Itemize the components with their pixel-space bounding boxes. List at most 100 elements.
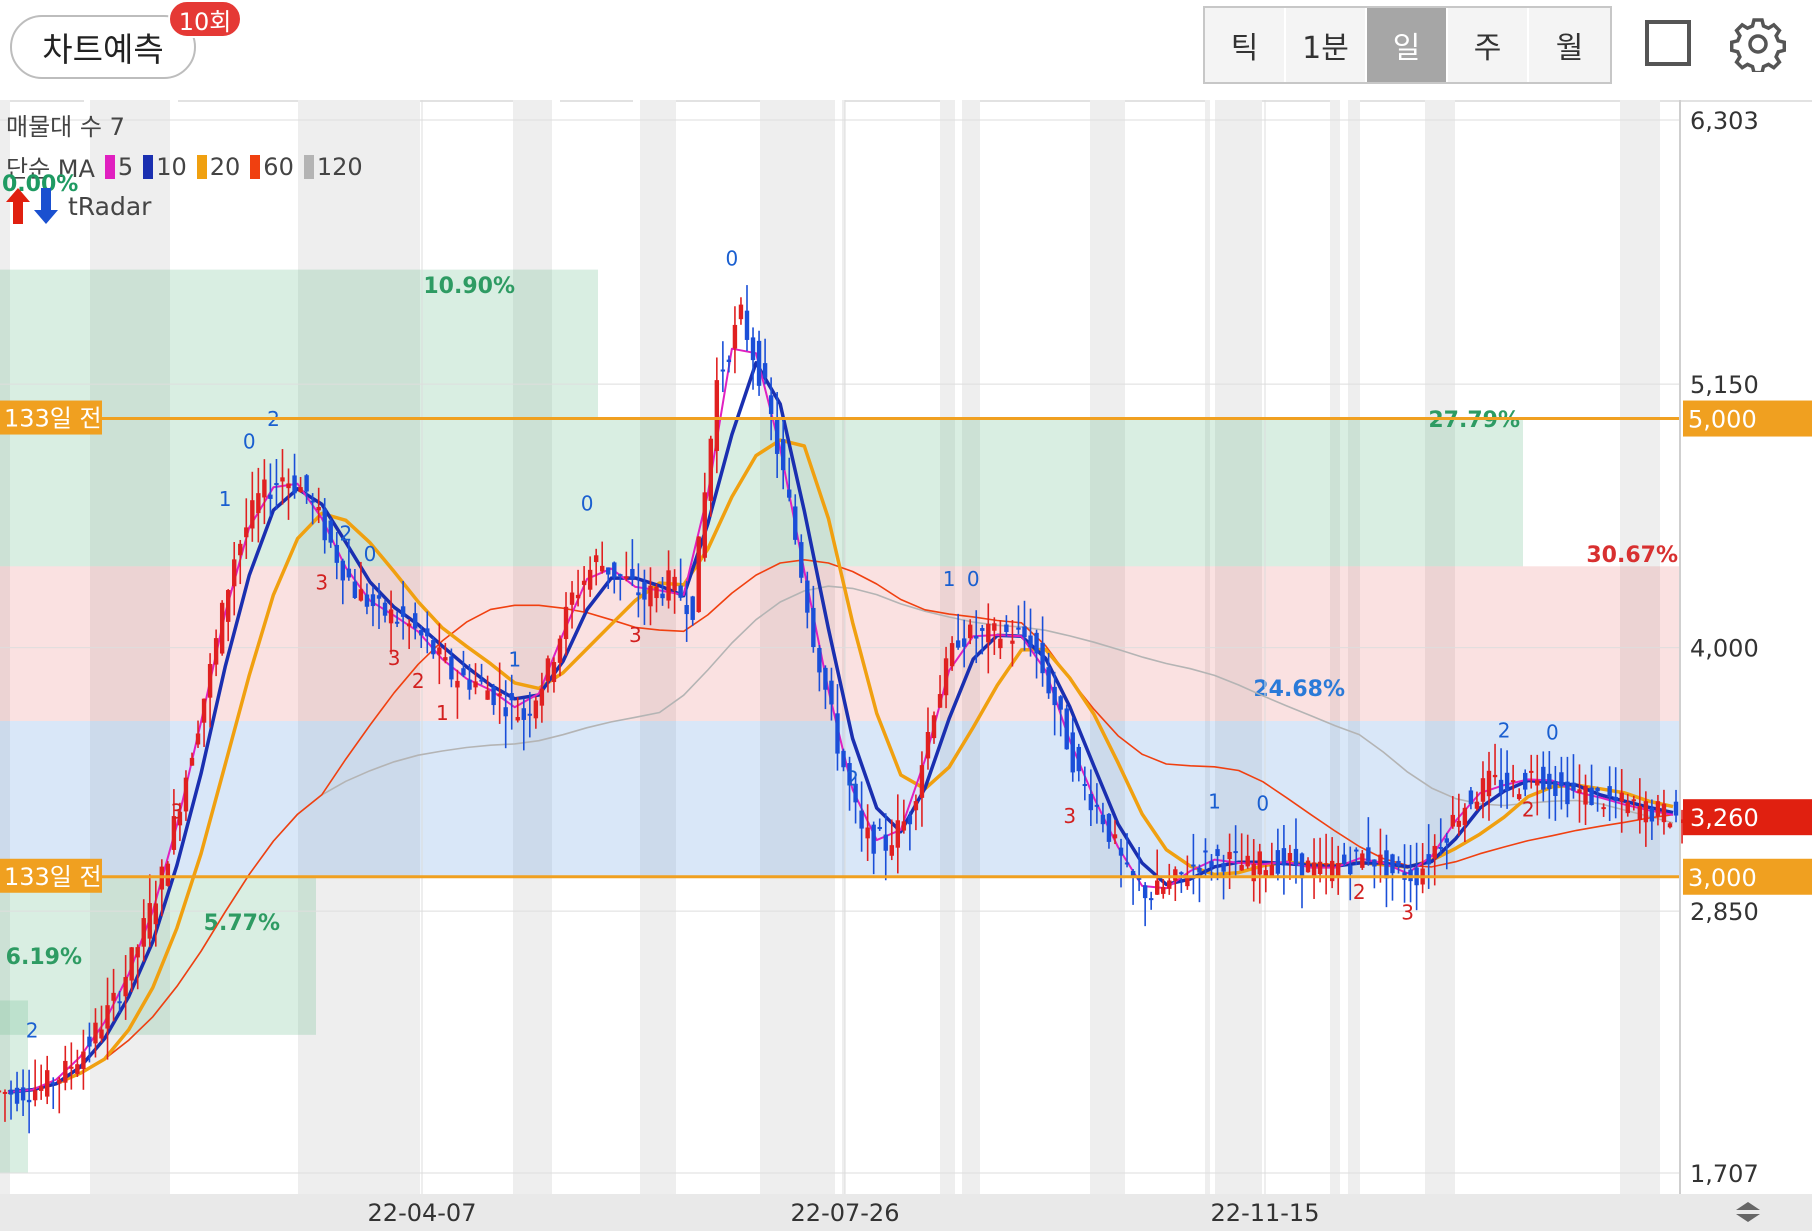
candle-body bbox=[636, 592, 641, 596]
reference-label: 133일 전 bbox=[4, 405, 102, 433]
candle-body bbox=[1329, 860, 1335, 882]
ma-legend-swatch bbox=[104, 154, 115, 179]
candle-body bbox=[907, 815, 913, 825]
chart-predict-button[interactable]: 차트예측 bbox=[10, 15, 196, 79]
candle-body bbox=[1565, 781, 1570, 805]
candle-body bbox=[26, 1099, 32, 1103]
candle-body bbox=[1064, 708, 1069, 750]
candle-body bbox=[153, 903, 158, 925]
candle-body bbox=[901, 821, 907, 831]
ma-legend-period: 120 bbox=[316, 152, 363, 181]
period-tab-week[interactable]: 주 bbox=[1448, 8, 1529, 82]
candle-body bbox=[1498, 779, 1504, 793]
candle-body bbox=[1221, 863, 1226, 872]
candle-body bbox=[1173, 869, 1178, 881]
candle-body bbox=[1215, 849, 1220, 857]
candle-body bbox=[1661, 803, 1667, 823]
period-tab-1min[interactable]: 1분 bbox=[1286, 8, 1367, 82]
candle-body bbox=[1643, 801, 1649, 823]
candle-body bbox=[189, 757, 195, 766]
candle-body bbox=[992, 623, 997, 631]
candle-body bbox=[593, 555, 599, 563]
candle-body bbox=[569, 592, 575, 605]
candle-body bbox=[1559, 772, 1564, 787]
zone-pct-label: 6.19% bbox=[6, 945, 82, 970]
square-icon[interactable] bbox=[1645, 20, 1691, 66]
candle-body bbox=[527, 713, 533, 716]
wave-marker: 3 bbox=[1401, 900, 1414, 924]
candle-body bbox=[1124, 862, 1130, 865]
candle-body bbox=[1679, 819, 1685, 824]
candle-body bbox=[1263, 870, 1268, 876]
candle-body bbox=[1335, 863, 1341, 878]
candle-body bbox=[600, 565, 605, 572]
candle-body bbox=[232, 559, 237, 587]
candle-body bbox=[1245, 855, 1250, 867]
candle-body bbox=[443, 657, 448, 661]
candle-body bbox=[539, 688, 545, 706]
x-axis-bar[interactable] bbox=[0, 1194, 1812, 1231]
candle-body bbox=[1155, 880, 1160, 895]
candle-body bbox=[1673, 801, 1679, 816]
tradar-indicator[interactable]: tRadar bbox=[4, 186, 151, 226]
period-tab-month[interactable]: 월 bbox=[1529, 8, 1610, 82]
candle-body bbox=[1058, 696, 1063, 710]
candle-body bbox=[563, 606, 569, 640]
candle-body bbox=[1161, 887, 1166, 894]
candle-body bbox=[630, 568, 635, 579]
candle-body bbox=[642, 581, 647, 600]
reference-label-bg bbox=[0, 858, 102, 893]
candle-body bbox=[1613, 796, 1618, 801]
candle-body bbox=[1239, 865, 1244, 871]
price-chart[interactable]: 5.77%10.90%27.79%30.67%24.68%6.19% 23102… bbox=[0, 100, 1812, 1231]
candle-body bbox=[213, 638, 219, 665]
candle-body bbox=[1281, 848, 1287, 866]
volume-profile-label: 매물대 수 7 bbox=[6, 113, 125, 141]
candle-body bbox=[129, 947, 134, 981]
candle-body bbox=[811, 607, 816, 648]
wave-marker: 3 bbox=[629, 623, 642, 647]
candle-body bbox=[322, 509, 327, 541]
candle-body bbox=[1366, 847, 1371, 861]
candle-body bbox=[165, 863, 171, 886]
candle-body bbox=[690, 596, 695, 620]
wave-marker: 0 bbox=[243, 430, 256, 454]
period-gap bbox=[835, 100, 842, 1194]
candle-body bbox=[624, 576, 629, 579]
gear-icon[interactable] bbox=[1730, 16, 1786, 72]
candle-body bbox=[1667, 823, 1673, 828]
scroll-handle-icon[interactable] bbox=[1733, 1201, 1763, 1223]
candle-body bbox=[298, 487, 303, 493]
candle-body bbox=[986, 623, 991, 643]
candle-body bbox=[1179, 872, 1184, 875]
candle-body bbox=[1571, 782, 1576, 791]
period-tab-tick[interactable]: 틱 bbox=[1205, 8, 1286, 82]
candle-body bbox=[889, 845, 894, 856]
ma-line bbox=[7, 361, 1674, 1094]
period-tab-day[interactable]: 일 bbox=[1367, 8, 1448, 82]
candle-body bbox=[895, 820, 901, 848]
candle-body bbox=[268, 494, 273, 499]
candle-body bbox=[787, 489, 792, 498]
candle-body bbox=[853, 783, 858, 803]
candle-body bbox=[799, 542, 804, 578]
x-tick-label: 22-11-15 bbox=[1211, 1199, 1320, 1227]
reference-price-label: 3,000 bbox=[1688, 864, 1757, 892]
candle-body bbox=[744, 310, 750, 340]
candle-body bbox=[334, 544, 339, 563]
candle-body bbox=[1360, 853, 1365, 868]
candle-body bbox=[1311, 862, 1317, 877]
candle-body bbox=[1649, 807, 1655, 822]
zone-area bbox=[598, 418, 1523, 567]
ma-legend-period: 5 bbox=[117, 152, 134, 181]
wave-marker: 0 bbox=[1256, 792, 1269, 816]
candle-body bbox=[1185, 877, 1190, 887]
candle-body bbox=[99, 1029, 104, 1039]
candle-body bbox=[551, 662, 557, 683]
candle-body bbox=[1022, 626, 1027, 638]
candle-body bbox=[1148, 898, 1154, 901]
candle-body bbox=[1167, 880, 1172, 889]
candle-body bbox=[207, 663, 213, 698]
candle-body bbox=[883, 834, 888, 851]
candle-body bbox=[823, 667, 828, 690]
